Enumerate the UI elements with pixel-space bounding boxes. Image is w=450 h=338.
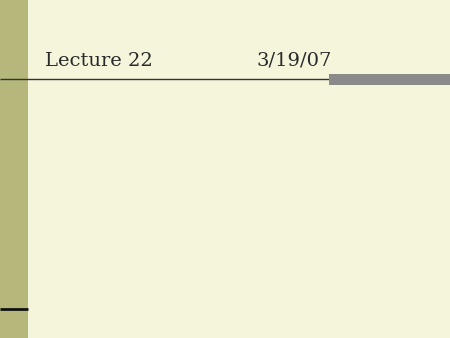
Bar [328, 74, 450, 85]
Text: 3/19/07: 3/19/07 [256, 52, 332, 70]
Text: Lecture 22: Lecture 22 [45, 52, 153, 70]
Bar [0, 0, 28, 338]
